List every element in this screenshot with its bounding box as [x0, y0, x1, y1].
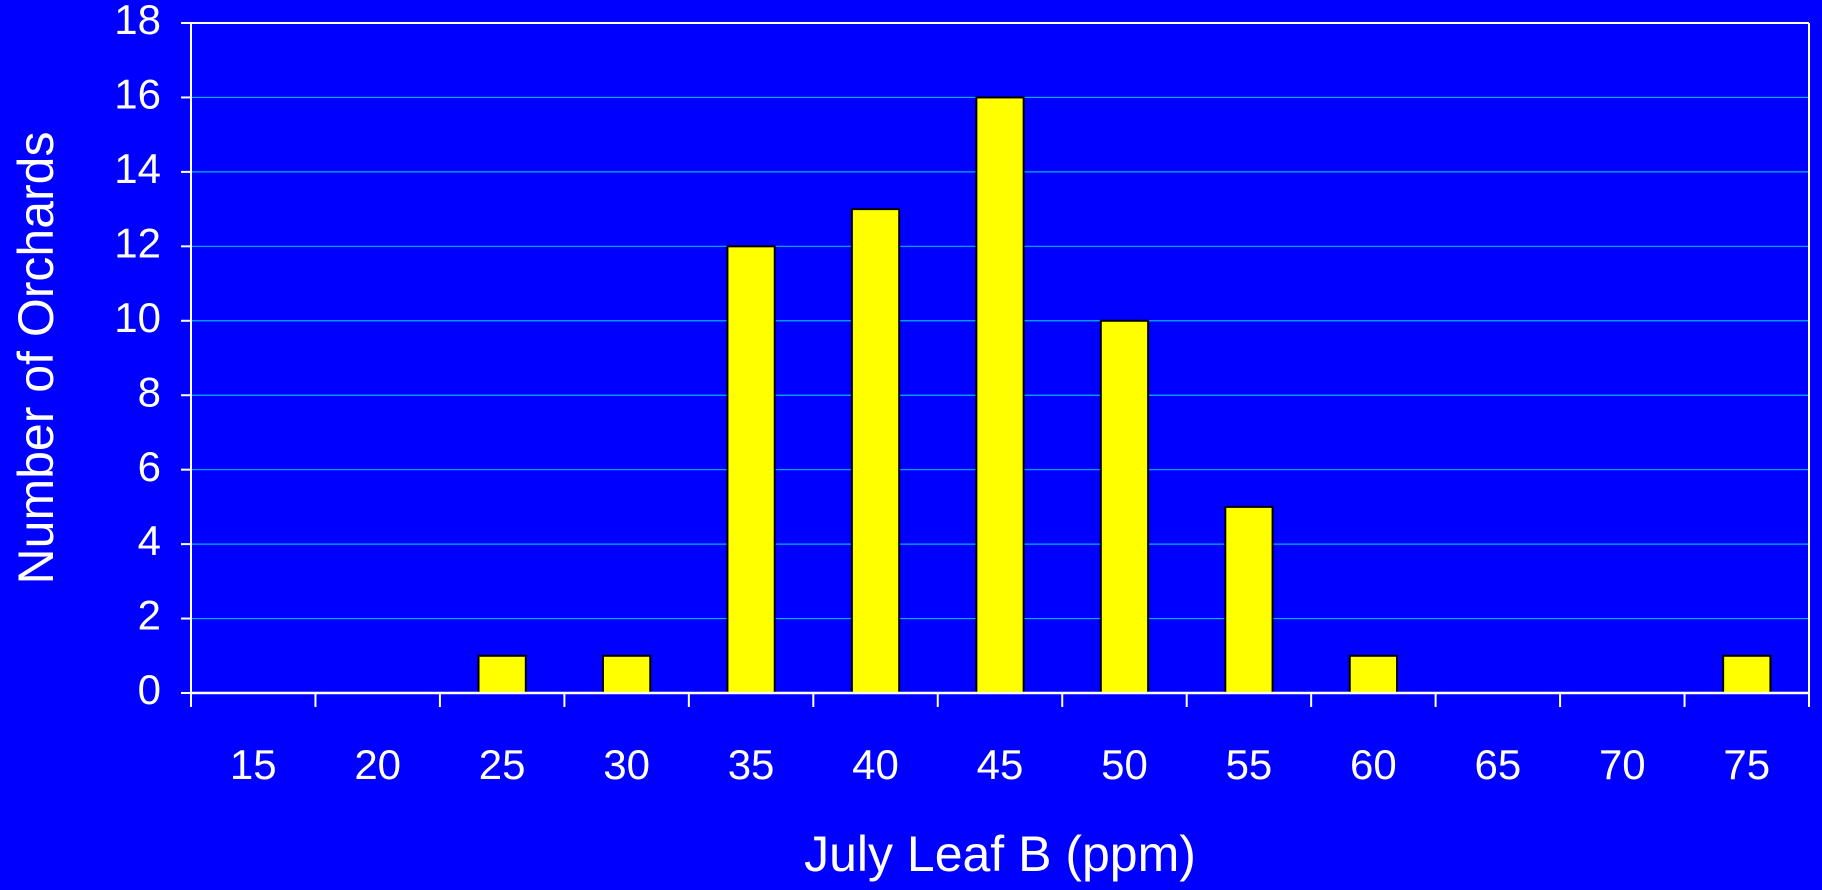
y-axis-title: Number of Orchards [8, 132, 64, 585]
bar [477, 654, 527, 694]
y-tick-label: 6 [138, 443, 161, 490]
y-tick-label: 4 [138, 517, 161, 564]
x-tick-label: 45 [977, 741, 1024, 788]
y-tick-label: 10 [114, 294, 161, 341]
x-tick-label: 70 [1599, 741, 1646, 788]
x-tick-label: 40 [852, 741, 899, 788]
x-tick-label: 60 [1350, 741, 1397, 788]
x-axis-title: July Leaf B (ppm) [804, 826, 1196, 882]
y-tick-label: 14 [114, 145, 161, 192]
x-tick-label: 55 [1226, 741, 1273, 788]
x-tick-label: 15 [230, 741, 277, 788]
bar [975, 96, 1025, 694]
bar [1099, 319, 1150, 694]
bar [1722, 654, 1772, 694]
y-tick-label: 0 [138, 666, 161, 713]
y-tick-label: 12 [114, 219, 161, 266]
bar [1348, 654, 1399, 694]
bar [1224, 505, 1274, 694]
x-tick-label: 20 [354, 741, 401, 788]
x-tick-label: 25 [479, 741, 526, 788]
y-tick-label: 16 [114, 71, 161, 118]
bar [850, 208, 901, 694]
bar [601, 654, 652, 694]
bar [726, 245, 776, 694]
y-tick-label: 18 [114, 0, 161, 43]
y-tick-label: 2 [138, 592, 161, 639]
x-tick-label: 65 [1474, 741, 1521, 788]
x-tick-label: 30 [603, 741, 650, 788]
y-tick-label: 8 [138, 368, 161, 415]
x-tick-label: 35 [728, 741, 775, 788]
x-tick-label: 75 [1723, 741, 1770, 788]
x-tick-label: 50 [1101, 741, 1148, 788]
